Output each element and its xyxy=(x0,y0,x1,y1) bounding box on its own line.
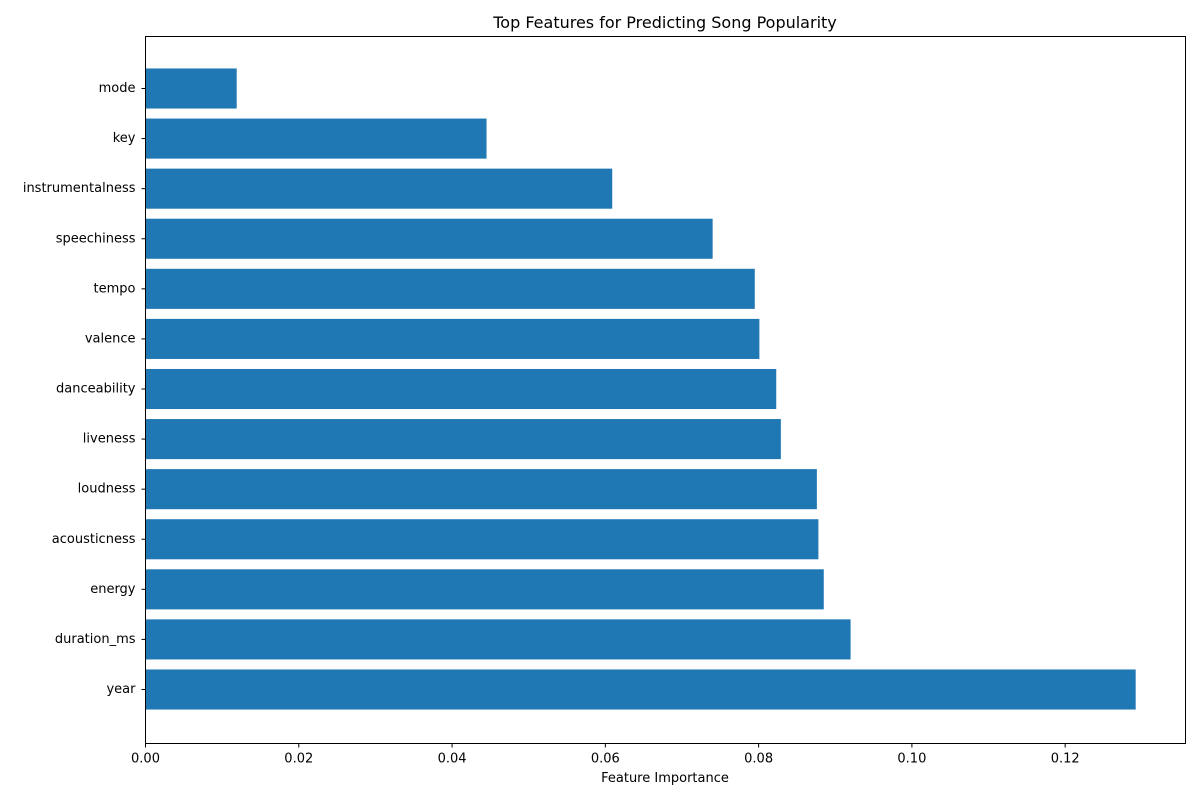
y-tick-label-loudness: loudness xyxy=(78,482,136,497)
bar-energy xyxy=(145,569,824,610)
bar-speechiness xyxy=(145,218,713,259)
bar-liveness xyxy=(145,419,781,460)
bar-mode xyxy=(145,68,237,109)
y-tick-label-liveness: liveness xyxy=(83,432,136,447)
y-tick-label-year: year xyxy=(106,682,136,697)
bar-duration_ms xyxy=(145,619,851,660)
bar-valence xyxy=(145,318,760,359)
bar-acousticness xyxy=(145,519,819,560)
x-tick-label: 0.04 xyxy=(438,752,467,767)
y-tick-label-key: key xyxy=(113,131,136,146)
y-tick-label-acousticness: acousticness xyxy=(52,532,136,547)
x-tick-label: 0.00 xyxy=(131,752,160,767)
bar-loudness xyxy=(145,469,817,510)
x-tick-label: 0.06 xyxy=(591,752,620,767)
x-axis-label: Feature Importance xyxy=(601,771,729,786)
bar-instrumentalness xyxy=(145,168,613,209)
y-tick-label-mode: mode xyxy=(99,81,136,96)
bar-year xyxy=(145,669,1136,710)
x-tick-label: 0.12 xyxy=(1051,752,1080,767)
y-tick-label-energy: energy xyxy=(90,582,136,597)
x-axis-ticks: 0.00 0.02 0.04 0.06 0.08 0.10 0.12 xyxy=(131,743,1080,767)
y-axis-ticks: year duration_ms energy acousticness loudnes… xyxy=(23,81,146,697)
y-tick-label-valence: valence xyxy=(85,331,136,346)
x-tick-label: 0.08 xyxy=(744,752,773,767)
x-tick-label: 0.02 xyxy=(284,752,313,767)
chart-title: Top Features for Predicting Song Popular… xyxy=(492,13,837,32)
bar-key xyxy=(145,118,487,159)
bars-layer xyxy=(145,68,1136,710)
x-tick-label: 0.10 xyxy=(897,752,926,767)
y-tick-label-instrumentalness: instrumentalness xyxy=(23,181,136,196)
y-tick-label-speechiness: speechiness xyxy=(56,231,136,246)
bar-tempo xyxy=(145,268,755,309)
y-tick-label-danceability: danceability xyxy=(56,382,136,397)
bar-danceability xyxy=(145,368,777,410)
y-tick-label-duration_ms: duration_ms xyxy=(55,632,136,647)
plot-frame xyxy=(145,36,1186,744)
y-tick-label-tempo: tempo xyxy=(94,281,136,296)
